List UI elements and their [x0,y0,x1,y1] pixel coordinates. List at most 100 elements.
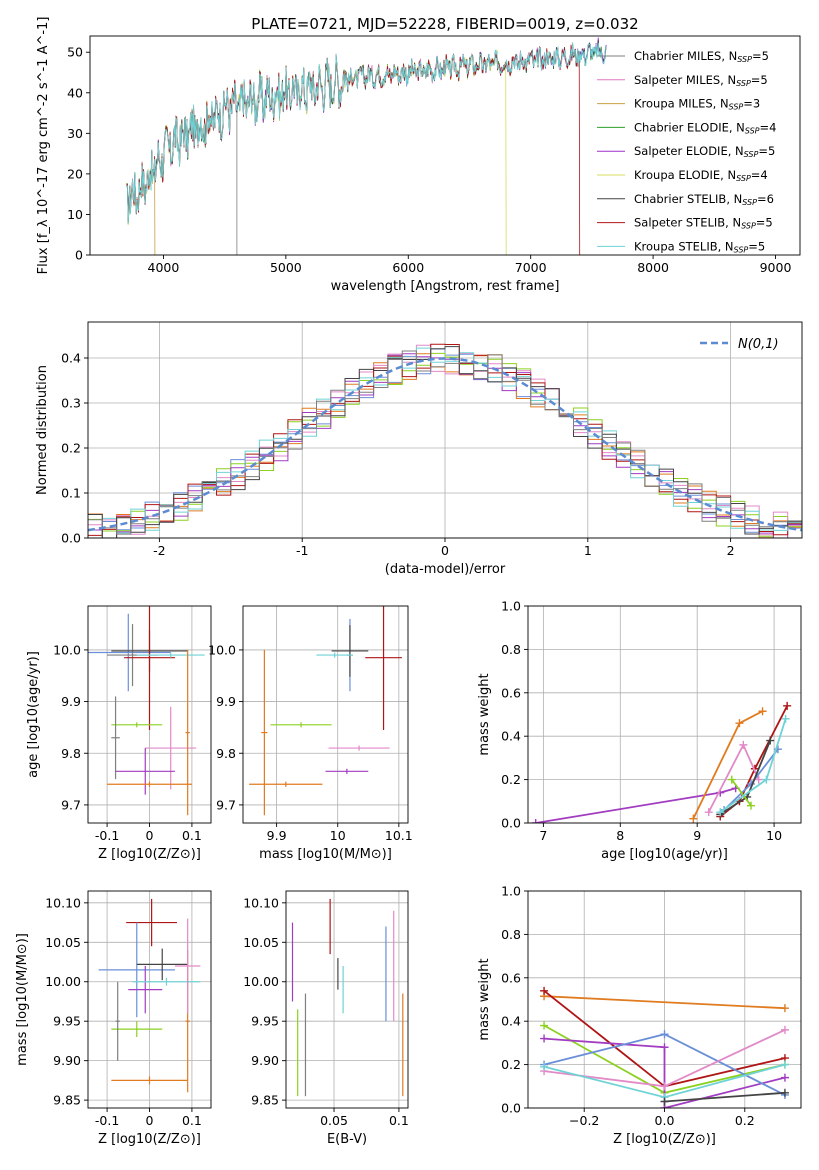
x-tick-label: -0.1 [95,828,119,843]
legend-value: =5 [748,239,765,253]
mass_weight_vs_Z-axes: −0.2 0.0 0.2 0.0 0.2 0.4 0.6 0.8 1.0 Z [log10(Z/Z… [477,884,802,1147]
y-tick-label: 9.85 [53,1093,81,1108]
mass_weight_vs_Z-marks [540,986,789,1108]
weight-point-marker [754,775,763,784]
x-tick-label: 8000 [637,260,669,275]
y-tick-label: 9.8 [216,746,236,761]
legend-subscript: SSP [744,150,759,159]
y-axis-label: Normed distribution [35,365,50,495]
x-axis-label: E(B-V) [327,1132,367,1147]
y-tick-label: 0.0 [61,531,81,546]
histogram-series [88,343,802,536]
x-tick-label: 0.1 [182,1113,202,1128]
x-tick-label: 4000 [148,260,180,275]
x-tick-label: 9 [693,828,701,843]
y-tick-label: 0.2 [501,772,521,787]
legend-text: Kroupa MILES, N [634,97,729,111]
weight-series-line [544,1037,786,1108]
y-tick-label: 10.10 [243,895,279,910]
histogram-series [88,346,802,538]
weight-point-marker [660,1082,669,1091]
residuals-axes: -2 -1 0 1 2 0.0 0.1 0.2 0.3 0.4 (data-model)/error… [35,321,803,577]
x-axis-label: Z [log10(Z/Z⊙)] [613,1132,716,1147]
x-tick-label: 7 [539,828,547,843]
y-axis-label: Flux [f_λ 10^-17 erg cm^-2 s^-1 A^-1] [36,17,51,275]
axes-frame [242,605,409,824]
y-tick-label: 0.6 [501,685,521,700]
legend-value: =3 [743,97,760,111]
y-tick-label: 0.3 [61,396,81,411]
legend-text: Salpeter ELODIE, N [634,144,744,158]
x-tick-label: 2 [727,543,735,558]
weight-point-marker [780,1025,789,1034]
spectrum-marks [126,37,607,255]
x-tick-label: 0.1 [182,828,202,843]
mass_vs_ebv-frame: 0.05 0.1 9.85 9.90 9.95 10.00 10.05 10.10 E(B-V) [243,890,409,1147]
weight-point-marker [660,1030,669,1039]
y-tick-label: 9.9 [61,694,81,709]
histogram-series [88,352,802,537]
y-tick-label: 0.0 [501,1101,521,1116]
mass_weight_vs_age-frame: 7 8 9 10 0.0 0.2 0.4 0.6 0.8 1.0 age [log10(age/yr… [477,599,802,862]
legend-label: Chabrier ELODIE, NSSP=4 [634,120,776,135]
legend-subscript: SSP [742,198,757,207]
weight-point-marker [783,701,792,710]
axes-frame [285,890,409,1109]
y-tick-label: 9.7 [216,797,236,812]
weight-point-marker [704,808,713,817]
y-tick-label: 20 [67,166,83,181]
x-tick-label: -2 [153,543,165,558]
x-tick-label: 10.1 [385,828,413,843]
y-tick-label: 0.2 [501,1057,521,1072]
mass_weight_vs_age-marks [531,701,792,823]
weight-point-marker [531,819,540,823]
x-axis-label: Z [log10(Z/Z⊙)] [98,847,201,862]
y-tick-label: 10.10 [45,895,81,910]
y-axis-label: mass weight [477,958,492,1040]
legend-subscript: SSP [736,79,751,88]
axes-frame [527,605,802,824]
x-tick-label: 0.05 [320,1113,348,1128]
x-tick-label: 9000 [760,260,792,275]
normal-curve [88,357,802,532]
y-tick-label: 9.85 [251,1093,279,1108]
legend-text: Kroupa STELIB, N [634,239,734,253]
y-tick-label: 0.4 [61,351,81,366]
weight-point-marker [689,814,698,823]
y-tick-label: 9.90 [53,1053,81,1068]
x-tick-label: 7000 [515,260,547,275]
legend-label: Salpeter MILES, NSSP=5 [634,73,768,88]
mass_vs_Z-axes: -0.1 0 0.1 9.85 9.90 9.95 10.00 10.05 10.10 Z [lo… [15,890,212,1147]
x-axis-label: Z [log10(Z/Z⊙)] [98,1132,201,1147]
mass_vs_Z-marks [98,898,201,1093]
x-axis-label: wavelength [Angstrom, rest frame] [331,279,560,294]
weight-point-marker [781,714,790,723]
mass_vs_Z-frame: -0.1 0 0.1 9.85 9.90 9.95 10.00 10.05 10.10 Z [lo… [15,890,212,1147]
weight-point-marker [739,740,748,749]
y-tick-label: 10.00 [243,974,279,989]
legend-subscript: SSP [741,222,756,231]
legend-label: Salpeter STELIB, NSSP=5 [634,216,773,231]
y-tick-label: 10.00 [45,974,81,989]
histogram-series [88,350,802,535]
legend-subscript: SSP [734,245,749,254]
age_vs_mass-frame: 9.9 10 10.1 9.7 9.8 9.9 10.0 mass [log10(M/M⊙)] [208,605,413,862]
weight-point-marker [660,1097,669,1106]
legend-value: =5 [752,49,769,63]
weight-point-marker [540,1034,549,1043]
x-tick-label: -1 [296,543,308,558]
legend-label: Kroupa STELIB, NSSP=5 [634,239,765,254]
age_vs_mass-marks [249,606,402,816]
weight-series-line [664,1091,785,1103]
legend-value: =4 [760,120,777,134]
y-tick-label: 10.0 [208,642,236,657]
weight-series-line [544,995,785,1010]
legend-label: Kroupa MILES, NSSP=3 [634,97,760,112]
y-tick-label: 0.4 [501,729,521,744]
x-tick-label: 8 [616,828,624,843]
y-tick-label: 10.05 [45,935,81,950]
y-tick-label: 0.6 [501,970,521,985]
y-tick-label: 10 [67,207,83,222]
